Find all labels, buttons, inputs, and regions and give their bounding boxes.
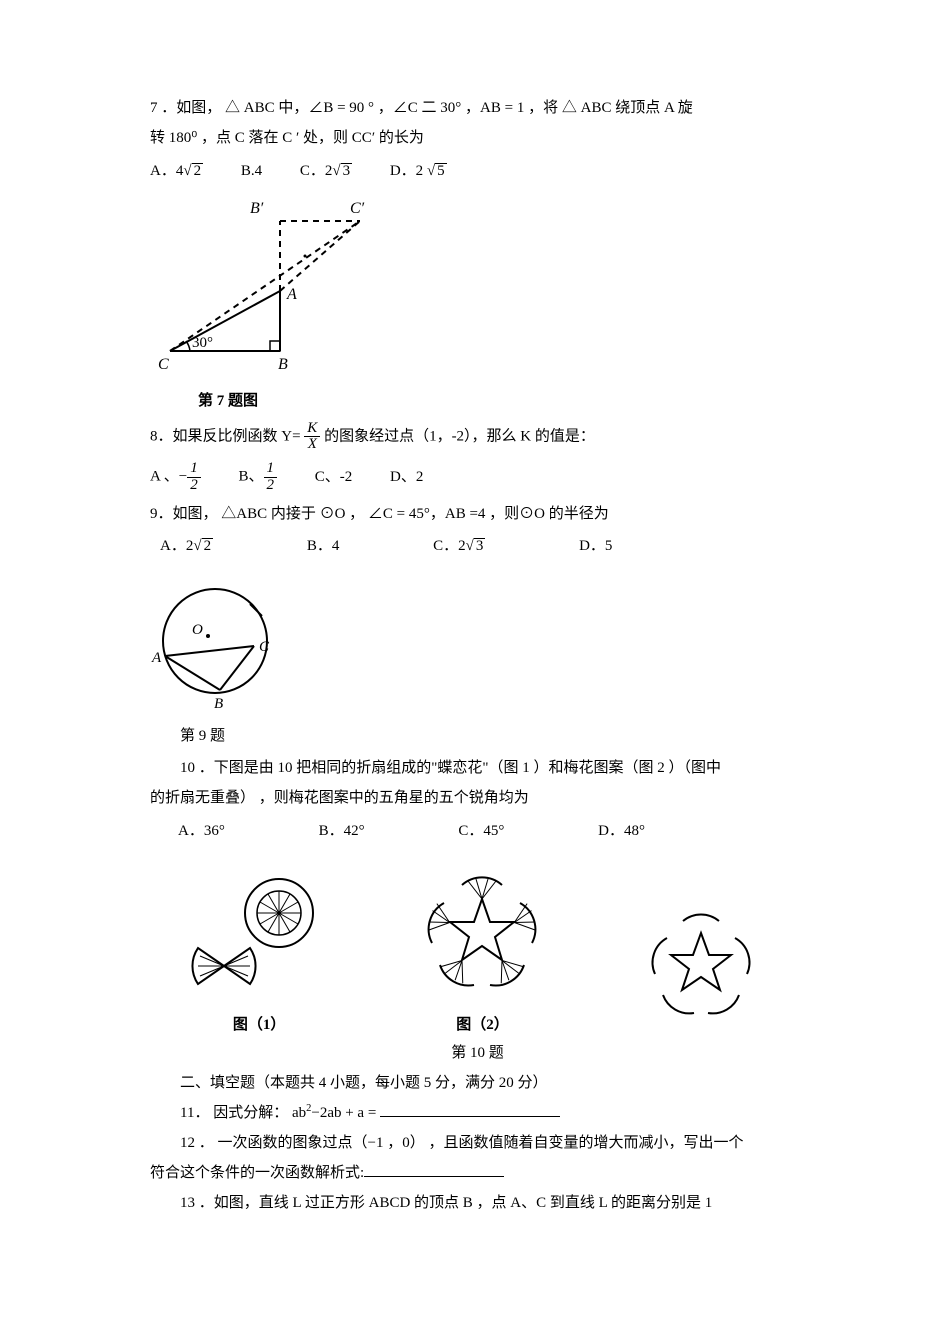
q8-text: 8．如果反比例函数 Y= K X 的图象经过点（1，-2），那么 K 的值是： (150, 421, 805, 454)
q8-options: A 、−12 B、12 C、-2 D、2 (150, 461, 805, 494)
q10-opt-a: A．36° (178, 819, 225, 843)
q7-optD-prefix: D．2 (390, 163, 427, 179)
q11-text-b: −2ab + a = (311, 1105, 376, 1121)
q13: 13 ．如图，直线 L 过正方形 ABCD 的顶点 B ，点 A、C 到直线 L… (150, 1191, 805, 1215)
q11: 11． 因式分解： ab2−2ab + a = (150, 1101, 805, 1125)
q9-text: 9．如图， △ABC 内接于 ⊙O ， ∠C = 45°，AB =4 ，则⊙O … (150, 502, 805, 526)
q8-text-a: 8．如果反比例函数 Y= (150, 428, 301, 444)
q10-fig2: 图（2） (402, 861, 562, 1037)
q12-blank (364, 1161, 504, 1177)
q8-opt-c: C、-2 (315, 465, 353, 489)
q10-caption: 第 10 题 (150, 1041, 805, 1065)
q8-opt-d: D、2 (390, 465, 423, 489)
q9-opt-d: D．5 (579, 534, 612, 558)
svg-text:O: O (192, 622, 203, 638)
q10-figures: 图（1） (150, 861, 805, 1037)
section2-heading: 二、填空题（本题共 4 小题，每小题 5 分，满分 20 分） (150, 1071, 805, 1095)
q7-opt-c: C．2√3 (300, 159, 352, 183)
svg-text:B: B (278, 356, 288, 373)
q9-opt-c: C．2√3 (433, 534, 485, 558)
q7-figure: B′ C′ A B C 30° 第 7 题图 (150, 191, 805, 413)
svg-text:A: A (151, 650, 162, 666)
q10-fig1: 图（1） (184, 871, 334, 1037)
q9-opt-b: B．4 (307, 534, 340, 558)
svg-text:30°: 30° (192, 335, 213, 351)
q7-line2: 转 180⁰ ，点 C 落在 C ′ 处，则 CC′ 的长为 (150, 126, 805, 150)
svg-text:B′: B′ (250, 200, 264, 217)
svg-text:B: B (214, 696, 223, 712)
q8-opt-a: A 、−12 (150, 461, 201, 494)
svg-text:C: C (158, 356, 169, 373)
q7-line1: 7 ．如图， △ ABC 中，∠B = 90 ° ，∠C 二 30° ，AB =… (150, 96, 805, 120)
q7-opt-d: D．2 √5 (390, 159, 447, 183)
q10-line1: 10 ．下图是由 10 把相同的折扇组成的"蝶恋花"（图 1 ）和梅花图案（图 … (150, 756, 805, 780)
svg-text:C′: C′ (350, 200, 365, 217)
q10-fig1-label: 图（1） (184, 1013, 334, 1037)
q7-caption: 第 7 题图 (198, 389, 805, 413)
q7-options: A．4√2 B.4 C．2√3 D．2 √5 (150, 158, 805, 183)
q10-opt-d: D．48° (598, 819, 645, 843)
svg-text:C: C (259, 639, 270, 655)
q9-figure: O C A B 第 9 题 (150, 576, 805, 748)
q9-caption: 第 9 题 (180, 724, 805, 748)
q10-options: A．36° B．42° C．45° D．48° (150, 818, 805, 843)
q7-optA-prefix: A．4 (150, 163, 183, 179)
q8-text-b: 的图象经过点（1，-2），那么 K 的值是： (324, 428, 595, 444)
q8-frac: K X (304, 421, 320, 454)
q7-opt-b: B.4 (241, 159, 262, 183)
q7-optC-prefix: C．2 (300, 163, 333, 179)
q7-opt-a: A．4√2 (150, 159, 203, 183)
q10-opt-c: C．45° (458, 819, 504, 843)
q10-fig2-label: 图（2） (402, 1013, 562, 1037)
svg-text:A: A (286, 286, 297, 303)
q8-opt-b: B、12 (238, 461, 277, 494)
q11-text-a: 11． 因式分解： ab (180, 1105, 306, 1121)
q9-options: A．2√2 B．4 C．2√3 D．5 (150, 534, 805, 559)
q11-blank (380, 1101, 560, 1117)
q12-line1: 12 ． 一次函数的图象过点（−1 ，0） ，且函数值随着自变量的增大而减小，写… (150, 1131, 805, 1155)
q10-line2: 的折扇无重叠） ，则梅花图案中的五角星的五个锐角均为 (150, 786, 805, 810)
q9-opt-a: A．2√2 (160, 534, 213, 558)
q10-fig3 (631, 899, 771, 1037)
q12-line2: 符合这个条件的一次函数解析式: (150, 1161, 805, 1185)
q10-opt-b: B．42° (319, 819, 365, 843)
